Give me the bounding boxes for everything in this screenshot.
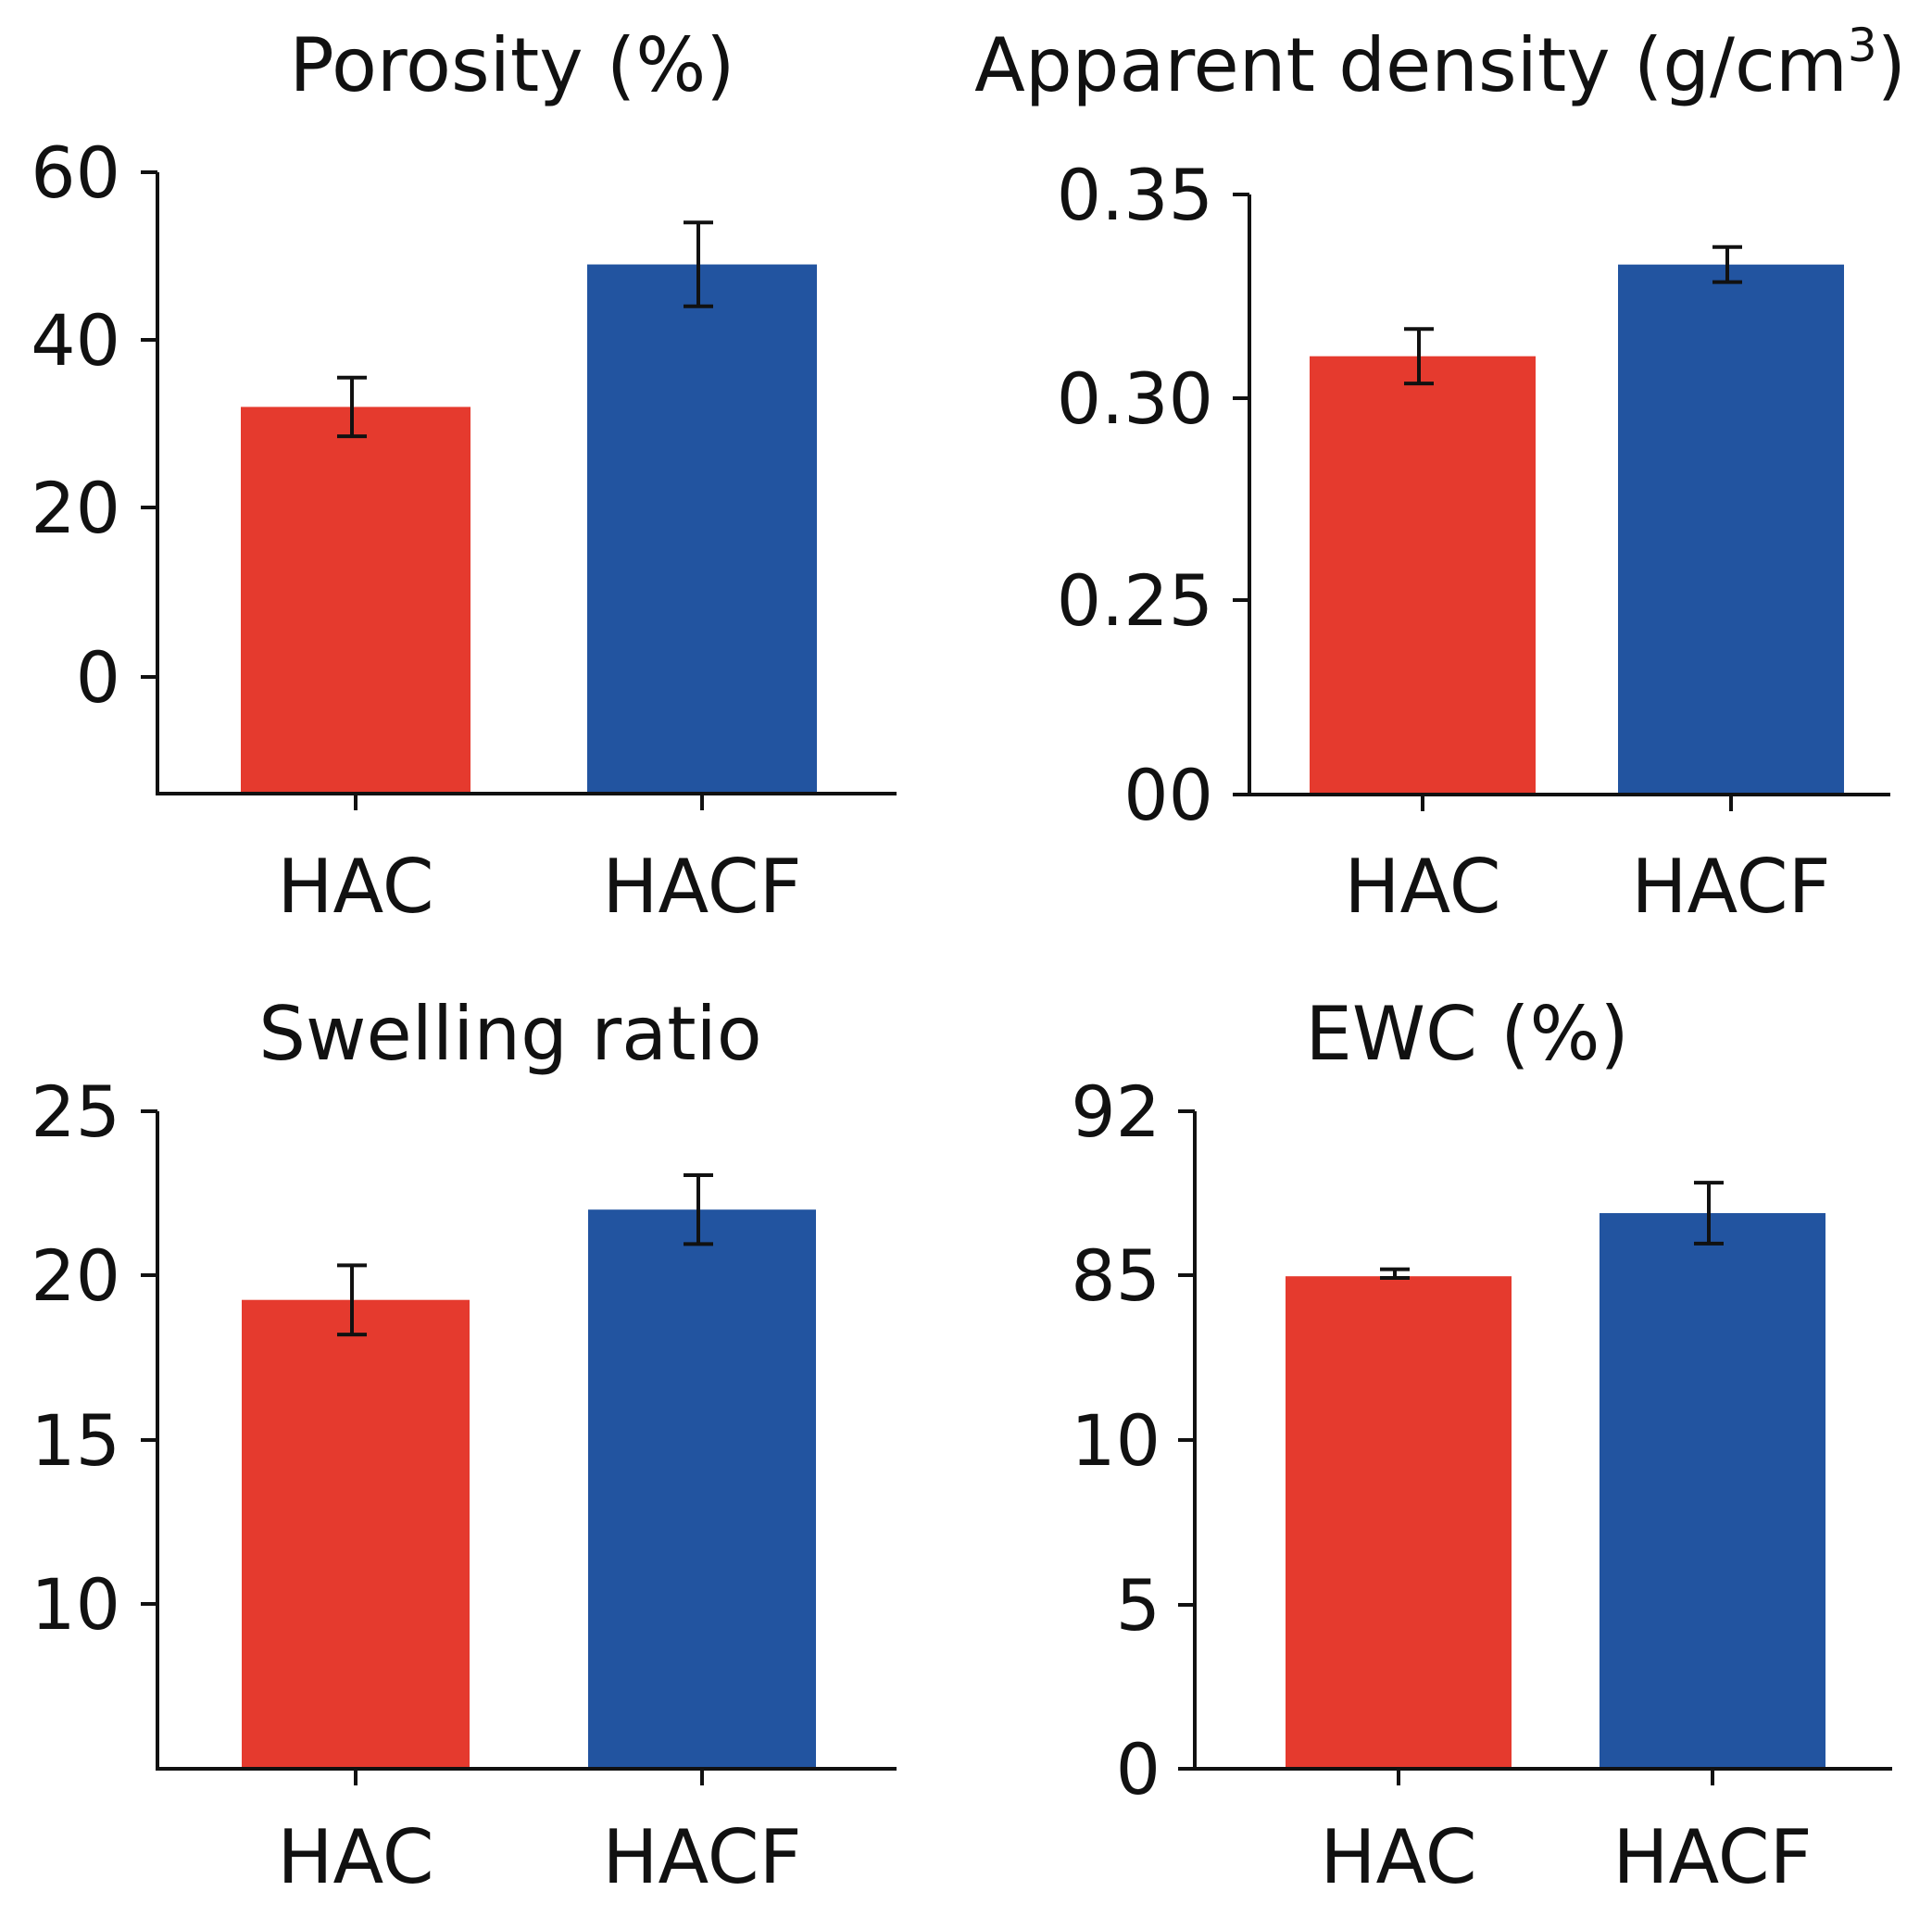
y-ticks: 0 20 40 60 xyxy=(31,131,157,719)
y-tick-label: 20 xyxy=(31,1234,120,1317)
x-tick-label-hacf: HACF xyxy=(602,844,801,930)
bar-hacf xyxy=(1600,1212,1825,1767)
bars xyxy=(241,220,817,792)
x-ticks: HAC HACF xyxy=(1320,1769,1813,1900)
bar-hac xyxy=(242,1299,470,1767)
y-tick-label: 0.25 xyxy=(1057,559,1213,642)
y-tick-label: 0.30 xyxy=(1057,357,1213,440)
y-ticks: 00 0.25 0.30 0.35 xyxy=(1057,154,1249,836)
y-tick-label: 92 xyxy=(1071,1071,1160,1153)
x-tick-label-hacf: HACF xyxy=(1612,1814,1812,1900)
error-bar-hac xyxy=(337,1263,367,1337)
y-tick-label: 15 xyxy=(31,1399,120,1482)
panel-ewc: EWC (%) 0 5 10 85 92 HAC HACF xyxy=(1071,991,1892,1900)
y-tick-label: 10 xyxy=(31,1563,120,1646)
y-tick-label: 0.35 xyxy=(1057,154,1213,236)
panel-swelling-ratio: Swelling ratio 10 15 20 25 HAC HACF xyxy=(31,991,897,1900)
chart-title: Swelling ratio xyxy=(258,991,761,1077)
error-bar-hac xyxy=(1380,1267,1410,1280)
error-bar-hac xyxy=(337,375,367,439)
bar-hacf xyxy=(587,264,817,792)
chart-title-main: Apparent density (g/cm xyxy=(974,22,1848,108)
error-bar-hacf xyxy=(1712,244,1742,284)
y-ticks: 10 15 20 25 xyxy=(31,1071,157,1646)
x-tick-label-hacf: HACF xyxy=(1631,844,1830,930)
bars xyxy=(242,1173,816,1767)
x-tick-label-hac: HAC xyxy=(1320,1814,1476,1900)
y-tick-label: 60 xyxy=(31,131,120,214)
y-tick-label: 00 xyxy=(1123,754,1213,836)
chart-title: Apparent density (g/cm3) xyxy=(974,19,1906,108)
panel-apparent-density: Apparent density (g/cm3) 000.250.300.35 … xyxy=(974,19,1906,930)
chart-title-main: Porosity (%) xyxy=(290,22,735,108)
y-tick-label: 25 xyxy=(31,1071,120,1153)
y-tick-label: 20 xyxy=(31,467,120,549)
chart-title-main: Swelling ratio xyxy=(258,991,761,1077)
bar-hac xyxy=(1286,1276,1512,1767)
error-bar-hac xyxy=(1404,327,1434,386)
chart-title-end: ) xyxy=(1877,22,1906,108)
x-tick-label-hac: HAC xyxy=(277,1814,433,1900)
y-tick-label: 0 xyxy=(76,636,120,719)
bar-hac xyxy=(1310,356,1536,793)
bar-hac xyxy=(241,407,470,792)
y-tick-label: 85 xyxy=(1071,1234,1160,1317)
chart-title-sup: 3 xyxy=(1848,19,1877,72)
error-bar-hacf xyxy=(684,1173,713,1246)
error-bar-hacf xyxy=(1694,1181,1724,1246)
chart-title-main: EWC (%) xyxy=(1305,991,1628,1077)
x-tick-label-hac: HAC xyxy=(1344,844,1500,930)
x-ticks: HAC HACF xyxy=(1344,795,1831,930)
bars xyxy=(1310,244,1844,793)
y-tick-label: 5 xyxy=(1116,1564,1160,1647)
panel-porosity: Porosity (%) 0 20 40 60 HAC HACF xyxy=(31,22,897,930)
x-ticks: HAC HACF xyxy=(277,1769,802,1900)
x-tick-label-hac: HAC xyxy=(277,844,433,930)
y-tick-label: 10 xyxy=(1071,1399,1160,1482)
y-tick-label: 0 xyxy=(1116,1728,1160,1810)
error-bar-hacf xyxy=(684,220,713,308)
x-tick-label-hacf: HACF xyxy=(602,1814,801,1900)
bar-hacf xyxy=(1618,264,1844,793)
y-tick-label: 40 xyxy=(31,299,120,382)
chart-title: EWC (%) xyxy=(1305,991,1628,1077)
chart-title: Porosity (%) xyxy=(290,22,735,108)
bar-hacf xyxy=(588,1209,816,1767)
x-ticks: HAC HACF xyxy=(277,794,802,930)
bars xyxy=(1286,1181,1825,1767)
y-ticks: 0 5 10 85 92 xyxy=(1071,1071,1195,1810)
